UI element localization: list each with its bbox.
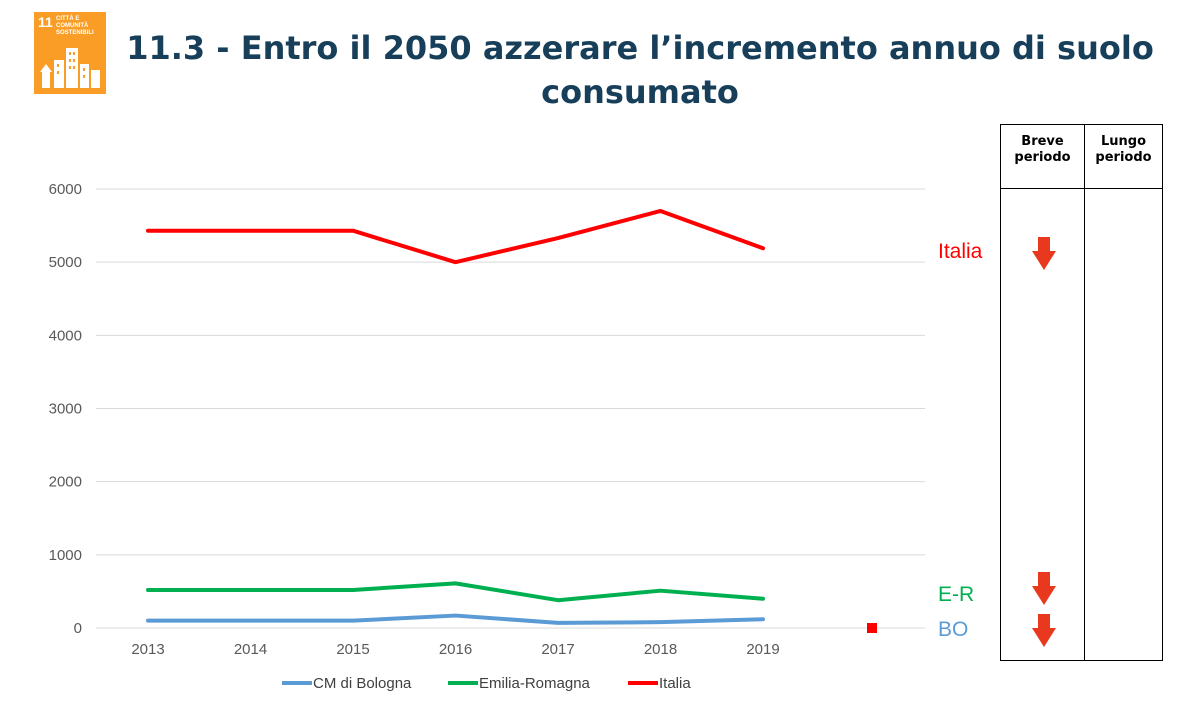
y-tick-label: 4000 xyxy=(49,327,82,344)
legend-item-italia-label: Italia xyxy=(659,675,691,692)
red-square-marker xyxy=(867,623,877,633)
x-tick-label: 2013 xyxy=(131,641,164,658)
x-tick-label: 2019 xyxy=(746,641,779,658)
trend-table: Breve periodo Lungo periodo xyxy=(1000,124,1163,661)
lungo-label: Lungo periodo xyxy=(1095,134,1152,165)
y-tick-label: 3000 xyxy=(49,401,82,418)
column-divider xyxy=(1084,189,1085,660)
series-line-cm-bologna xyxy=(146,613,765,625)
y-tick-label: 1000 xyxy=(49,547,82,564)
sdg-11-logo: 11 CITTÀ E COMUNITÀ SOSTENIBILI xyxy=(34,12,106,94)
x-tick-label: 2016 xyxy=(439,641,472,658)
page-title: 11.3 - Entro il 2050 azzerare l’incremen… xyxy=(126,29,1154,111)
y-tick-label: 2000 xyxy=(49,474,82,491)
x-tick-label: 2017 xyxy=(541,641,574,658)
city-icon xyxy=(40,48,100,88)
arrow-down-icon-er xyxy=(1032,572,1056,605)
legend-item-cm-bologna-label: CM di Bologna xyxy=(313,675,412,692)
y-tick-label: 6000 xyxy=(49,181,82,198)
side-label-bo: BO xyxy=(938,618,968,641)
sdg-number: 11 xyxy=(38,14,53,30)
y-tick-label: 5000 xyxy=(49,254,82,271)
column-header-lungo: Lungo periodo xyxy=(1085,125,1162,189)
column-header-breve: Breve periodo xyxy=(1001,125,1085,189)
x-tick-label: 2015 xyxy=(336,641,369,658)
y-tick-label: 0 xyxy=(74,620,82,637)
side-label-italia: Italia xyxy=(938,240,983,263)
arrow-down-icon-italia xyxy=(1032,237,1056,270)
side-label-er: E-R xyxy=(938,583,974,606)
series-line-emilia-romagna xyxy=(146,581,765,603)
arrow-down-icon-bo xyxy=(1032,614,1056,647)
legend-item-emilia-romagna-label: Emilia-Romagna xyxy=(479,675,591,692)
x-tick-label: 2018 xyxy=(644,641,677,658)
breve-label: Breve periodo xyxy=(1014,134,1071,165)
x-tick-label: 2014 xyxy=(234,641,267,658)
sdg-goal-text: CITTÀ E COMUNITÀ SOSTENIBILI xyxy=(56,16,94,36)
series-line-italia xyxy=(146,208,765,265)
